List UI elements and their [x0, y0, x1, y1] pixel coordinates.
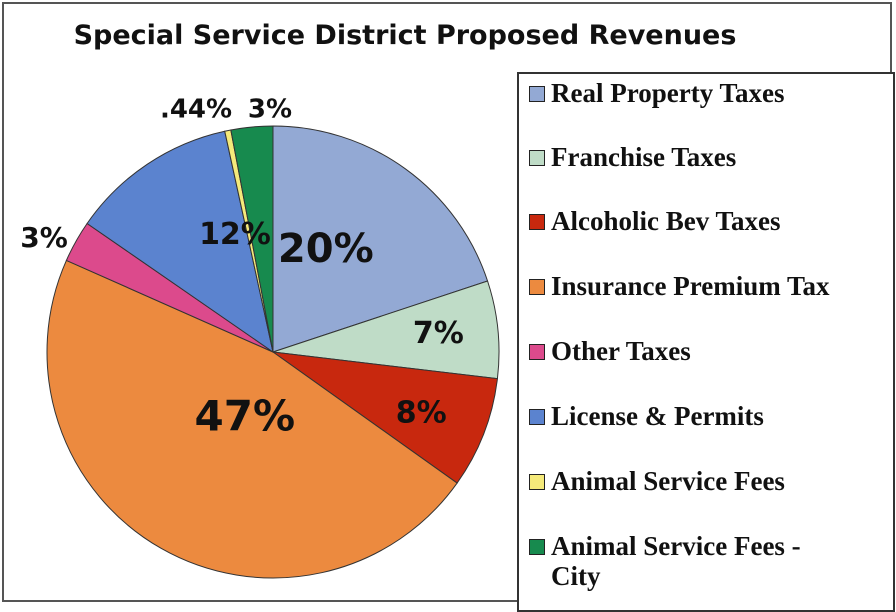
- data-label-5: 12%: [199, 217, 271, 252]
- legend-label: Animal Service Fees - City: [551, 531, 801, 591]
- legend-label: Insurance Premium Tax: [551, 271, 830, 301]
- legend-item: Insurance Premium Tax: [529, 271, 830, 301]
- data-label-3: 47%: [195, 392, 296, 441]
- data-label-0: 20%: [278, 226, 374, 272]
- legend-swatch: [529, 344, 545, 360]
- data-label-1: 7%: [413, 316, 464, 351]
- legend-label: Franchise Taxes: [551, 142, 737, 172]
- pie-slice-0: [272, 125, 489, 353]
- legend-swatch: [529, 539, 545, 555]
- data-label-2: 8%: [396, 395, 447, 430]
- legend-item: Other Taxes: [529, 336, 691, 366]
- legend-label: License & Permits: [551, 401, 764, 431]
- pie-slice-2: [272, 351, 498, 484]
- legend-item: Franchise Taxes: [529, 142, 736, 172]
- data-label-6: .44%: [160, 95, 232, 125]
- legend-label: Real Property Taxes: [551, 78, 785, 108]
- legend-item: License & Permits: [529, 401, 764, 431]
- legend-label: Alcoholic Bev Taxes: [551, 206, 781, 236]
- legend-swatch: [529, 214, 545, 230]
- legend-swatch: [529, 279, 545, 295]
- legend-item: Animal Service Fees - City: [529, 531, 851, 591]
- legend-item: Animal Service Fees: [529, 466, 785, 496]
- chart-title: Special Service District Proposed Revenu…: [73, 20, 737, 51]
- pie-slice-7: [230, 125, 274, 353]
- pie-slice-3: [46, 259, 458, 579]
- pie-slice-5: [86, 130, 274, 354]
- legend-label: Other Taxes: [551, 336, 691, 366]
- data-label-4: 3%: [20, 221, 68, 254]
- legend: Real Property Taxes Franchise Taxes Alcoho…: [517, 72, 895, 612]
- legend-swatch: [529, 86, 545, 102]
- legend-item: Real Property Taxes: [529, 78, 784, 108]
- data-label-7: 3%: [248, 95, 292, 125]
- legend-swatch: [529, 150, 545, 166]
- legend-swatch: [529, 409, 545, 425]
- legend-swatch: [529, 474, 545, 490]
- legend-label: Animal Service Fees: [551, 466, 785, 496]
- pie-chart: 20% 7% 8% 47% 3% 12% .44% 3%: [20, 95, 500, 579]
- legend-item: Alcoholic Bev Taxes: [529, 206, 781, 236]
